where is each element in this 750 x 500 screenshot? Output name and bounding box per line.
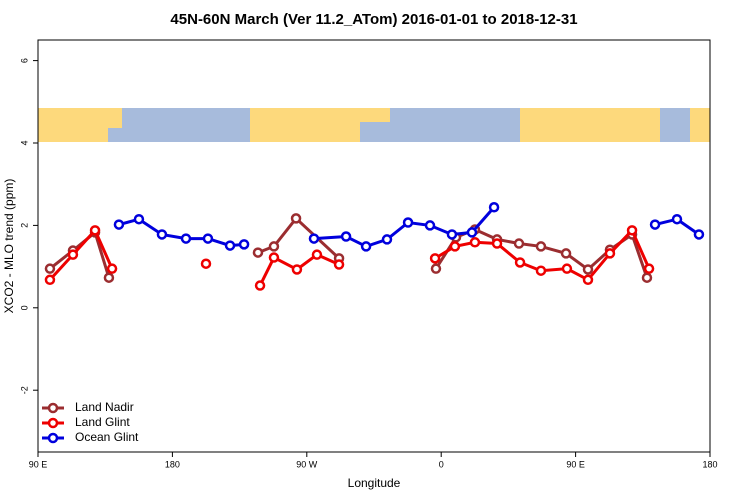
point	[535, 265, 547, 276]
point	[641, 272, 653, 283]
y-tick-label: -2	[19, 386, 29, 394]
point	[291, 264, 303, 275]
series-line	[48, 227, 114, 281]
point	[446, 229, 458, 240]
y-tick-label: 2	[19, 223, 29, 228]
y-axis-label: XCO2 - MLO trend (ppm)	[2, 179, 16, 314]
point	[626, 225, 638, 236]
point	[224, 240, 236, 251]
y-tick-label: 6	[19, 58, 29, 63]
point	[200, 258, 212, 269]
point	[402, 217, 414, 228]
chart-title: 45N-60N March (Ver 11.2_ATom) 2016-01-01…	[170, 11, 577, 28]
legend-marker	[47, 402, 59, 414]
x-tick-label: 0	[439, 459, 444, 469]
point	[360, 241, 372, 252]
point	[643, 263, 655, 274]
x-tick-label: 180	[165, 459, 180, 469]
point	[254, 280, 266, 291]
point	[252, 247, 264, 258]
point	[89, 225, 101, 236]
point	[449, 241, 461, 252]
x-axis-label: Longitude	[348, 476, 401, 490]
point	[308, 233, 320, 244]
point	[202, 233, 214, 244]
x-tick-label: 90 E	[29, 459, 48, 469]
point	[582, 274, 594, 286]
point	[180, 233, 192, 244]
point	[491, 238, 503, 249]
point	[693, 229, 705, 240]
point	[268, 252, 280, 263]
x-tick-label: 180	[702, 459, 717, 469]
point	[340, 231, 352, 242]
point	[238, 239, 250, 250]
point	[488, 202, 500, 213]
x-tick-label: 90 W	[296, 459, 318, 469]
y-tick-label: 4	[19, 140, 29, 145]
map-strip	[38, 108, 710, 142]
x-tick-label: 90 E	[566, 459, 585, 469]
point	[671, 213, 683, 225]
point	[113, 219, 125, 230]
point	[466, 227, 478, 238]
point	[430, 263, 442, 274]
point	[44, 263, 56, 274]
point	[582, 264, 594, 275]
point	[513, 238, 525, 249]
point	[649, 219, 661, 230]
series-line	[313, 206, 496, 249]
plot-frame	[37, 39, 711, 453]
point	[268, 241, 280, 252]
y-tick-label: 0	[19, 305, 29, 310]
point	[424, 220, 436, 231]
legend-label: Ocean Glint	[75, 430, 139, 444]
point	[67, 249, 79, 260]
point	[290, 213, 302, 224]
point	[156, 229, 168, 240]
point	[604, 248, 616, 259]
legend-marker	[47, 432, 59, 444]
point	[133, 213, 145, 225]
point	[333, 259, 345, 270]
point	[429, 253, 441, 264]
point	[535, 241, 547, 252]
point	[103, 272, 115, 283]
legend-label: Land Glint	[75, 415, 130, 429]
point	[469, 237, 481, 248]
legend-label: Land Nadir	[75, 400, 134, 414]
point	[311, 249, 323, 260]
legend-marker	[47, 417, 59, 429]
point	[44, 274, 56, 286]
point	[106, 263, 118, 274]
point	[381, 234, 393, 245]
point	[560, 248, 572, 259]
point	[561, 263, 573, 274]
point	[514, 257, 526, 268]
